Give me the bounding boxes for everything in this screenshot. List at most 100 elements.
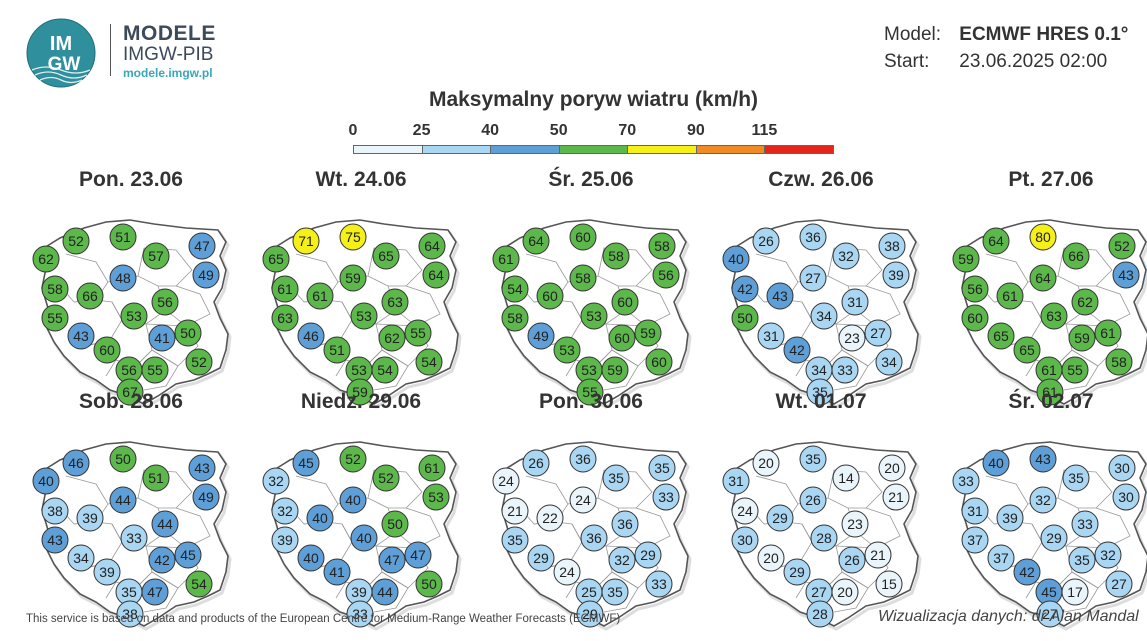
station-marker: 71 [292, 227, 320, 255]
station-value: 62 [38, 251, 54, 267]
station-value: 46 [68, 455, 84, 471]
station-value: 47 [147, 584, 163, 600]
station-marker: 60 [93, 336, 121, 364]
station-circle [601, 356, 629, 384]
station-circle [67, 544, 95, 572]
station-marker: 65 [1013, 336, 1041, 364]
region-border [825, 349, 869, 391]
station-value: 36 [805, 229, 821, 245]
station-marker: 35 [648, 454, 676, 482]
station-marker: 34 [67, 544, 95, 572]
station-circle [271, 275, 299, 303]
station-value: 31 [847, 294, 863, 310]
station-value: 35 [607, 584, 623, 600]
station-value: 27 [805, 270, 821, 286]
forecast-panel: Pon. 30.06 24 26 36 35 35 33 21 22 24 36 35 36 32 29 33… [486, 390, 696, 631]
station-marker: 21 [501, 497, 529, 525]
station-value: 29 [772, 510, 788, 526]
station-marker: 60 [536, 282, 564, 310]
station-value: 40 [356, 530, 372, 546]
station-circle [346, 378, 374, 406]
station-marker: 53 [422, 483, 450, 511]
station-value: 63 [387, 294, 403, 310]
station-marker: 58 [648, 232, 676, 260]
station-marker: 54 [501, 275, 529, 303]
logo-text-top: IM [50, 33, 72, 55]
station-value: 42 [154, 552, 170, 568]
station-circle [1068, 546, 1096, 574]
station-circle [501, 497, 529, 525]
station-value: 52 [191, 354, 207, 370]
station-value: 35 [812, 384, 828, 400]
station-marker: 29 [634, 541, 662, 569]
station-circle [339, 264, 367, 292]
visualization-credit: Wizualizacja danych: dr Alan Mandal [878, 608, 1139, 625]
station-circle [415, 348, 443, 376]
station-circle [1036, 378, 1064, 406]
station-marker: 24 [569, 486, 597, 514]
station-marker: 42 [783, 336, 811, 364]
station-value: 54 [377, 362, 393, 378]
scale-tick-label: 50 [549, 122, 568, 139]
station-value: 30 [1118, 489, 1134, 505]
station-value: 20 [837, 584, 853, 600]
station-circle [323, 336, 351, 364]
station-circle [41, 304, 69, 332]
station-value: 35 [608, 470, 624, 486]
station-marker: 33 [831, 356, 859, 384]
station-value: 61 [277, 281, 293, 297]
station-value: 55 [147, 362, 163, 378]
station-circle [611, 288, 639, 316]
station-circle [141, 356, 169, 384]
region-border [165, 507, 211, 549]
station-value: 15 [881, 576, 897, 592]
station-circle [93, 336, 121, 364]
station-circle [553, 336, 581, 364]
station-marker: 30 [731, 526, 759, 554]
station-value: 17 [1067, 584, 1083, 600]
station-value: 38 [122, 606, 138, 622]
station-value: 59 [958, 251, 974, 267]
station-marker: 55 [404, 319, 432, 347]
station-marker: 33 [346, 600, 374, 628]
station-value: 58 [654, 238, 670, 254]
model-label: Model: [884, 24, 942, 45]
station-circle [722, 467, 750, 495]
station-circle [306, 504, 334, 532]
station-circle [346, 600, 374, 628]
station-value: 28 [816, 530, 832, 546]
station-marker: 53 [553, 336, 581, 364]
station-value: 65 [268, 251, 284, 267]
poland-map: 62 52 51 57 47 49 58 66 48 56 55 53 41 50 52 43 60 56 55 67 [32, 219, 232, 409]
station-marker: 46 [62, 449, 90, 477]
station-value: 54 [421, 354, 437, 370]
station-value: 56 [658, 267, 674, 283]
station-value: 33 [1077, 516, 1093, 532]
station-circle [371, 578, 399, 606]
station-value: 44 [115, 492, 131, 508]
station-marker: 39 [345, 578, 373, 606]
station-value: 63 [1046, 308, 1062, 324]
station-circle [1108, 454, 1136, 482]
station-marker: 29 [766, 504, 794, 532]
station-value: 47 [410, 547, 426, 563]
station-marker: 55 [1061, 356, 1089, 384]
station-circle [32, 245, 60, 273]
station-marker: 43 [41, 526, 69, 554]
station-circle [1029, 445, 1057, 473]
station-marker: 22 [536, 504, 564, 532]
brand-url-link[interactable]: modele.imgw.pl [123, 66, 213, 80]
station-value: 46 [303, 328, 319, 344]
station-marker: 55 [141, 356, 169, 384]
poland-map: 32 45 52 52 61 53 32 40 40 50 39 40 47 47 50 40 41 39 44 33 [262, 441, 462, 631]
station-circle [271, 526, 299, 554]
station-marker: 47 [378, 546, 406, 574]
station-circle [569, 486, 597, 514]
station-circle [404, 541, 432, 569]
station-marker: 27 [799, 264, 827, 292]
station-marker: 54 [371, 356, 399, 384]
station-marker: 24 [492, 467, 520, 495]
station-circle [271, 497, 299, 525]
region-border [395, 285, 441, 327]
station-value: 28 [812, 606, 828, 622]
